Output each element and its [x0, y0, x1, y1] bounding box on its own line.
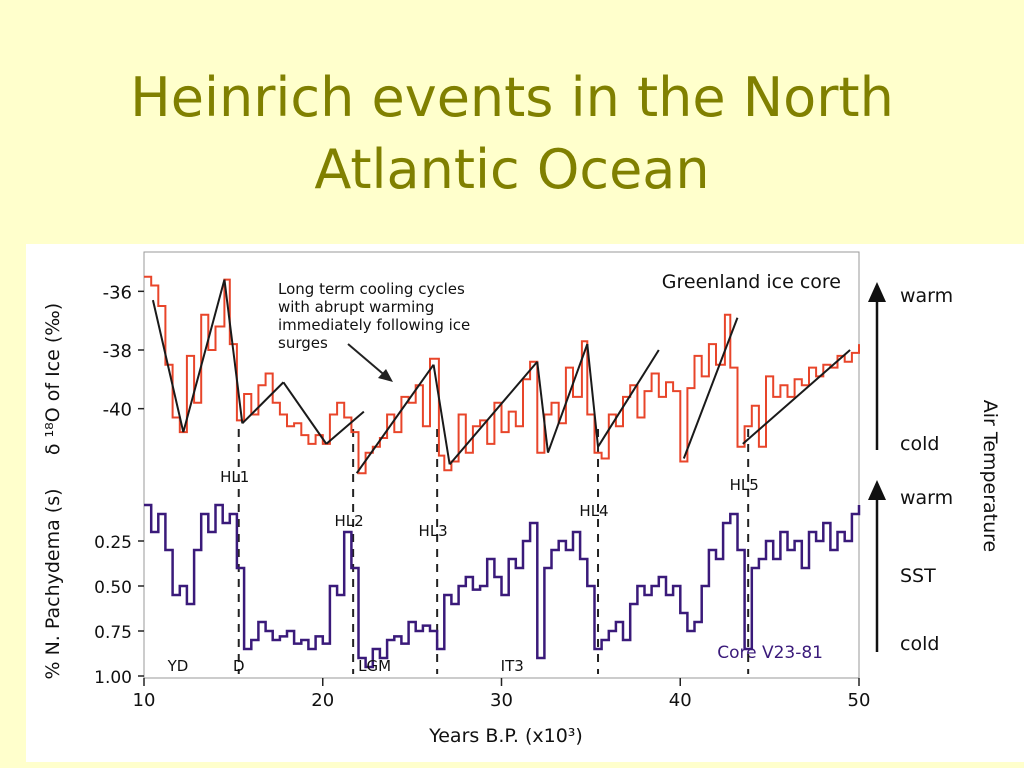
cycle-trend-line — [241, 381, 285, 425]
bottom-warm-label: warm — [900, 487, 953, 509]
cycle-trend-line — [448, 361, 539, 466]
event-label: HL5 — [730, 476, 759, 494]
top-y-tick-label: -40 — [103, 400, 132, 421]
slide-title-line-2: Atlantic Ocean — [314, 138, 710, 201]
cycle-trend-line — [597, 349, 660, 448]
event-label: HL4 — [579, 502, 608, 520]
bottom-period-label: IT3 — [501, 657, 524, 675]
annotation-arrow — [347, 343, 389, 379]
bottom-panel-name: Core V23-81 — [717, 643, 823, 663]
cycle-trend-line — [547, 343, 589, 454]
top-y-tick-label: -36 — [103, 282, 132, 303]
chart-svg: δ ¹⁸O of Ice (‰) % N. Pachydema (s) Year… — [42, 251, 1001, 747]
bottom-period-label: YD — [167, 657, 189, 675]
top-y-tick-label: -38 — [103, 341, 132, 362]
bottom-y-tick-label: 0.75 — [94, 623, 132, 643]
cycle-trend-line — [682, 317, 739, 459]
top-panel-ylabel: δ ¹⁸O of Ice (‰) — [42, 303, 64, 455]
axis-ticks: 10 20 30 40 50 -36 -38 -40 0.25 0.50 0.75 1.00 — [94, 282, 870, 711]
slide-title: Heinrich events in the North Atlantic Oc… — [0, 62, 1024, 206]
annotation-line-1: Long term cooling cycles — [278, 280, 465, 298]
cycle-trend-line — [742, 349, 851, 445]
bottom-y-tick-label: 1.00 — [94, 668, 132, 688]
top-cold-label: cold — [900, 433, 939, 455]
bottom-sst-label: SST — [900, 565, 936, 587]
bottom-cold-label: cold — [900, 633, 939, 655]
x-tick-label: 20 — [311, 690, 334, 711]
cycle-trend-line — [223, 279, 244, 424]
cycle-trend-line — [432, 364, 451, 465]
chart-figure: δ ¹⁸O of Ice (‰) % N. Pachydema (s) Year… — [26, 244, 1024, 762]
annotation-line-3: immediately following ice — [278, 316, 470, 334]
annotation-line-2: with abrupt warming — [278, 298, 434, 316]
right-axis-label: Air Temperature — [979, 400, 1001, 552]
bottom-y-tick-label: 0.50 — [94, 578, 132, 598]
event-label: HL3 — [419, 522, 448, 540]
cycle-trend-line — [151, 299, 185, 433]
air-temp-arrowhead — [868, 282, 886, 302]
cycle-trend-line — [182, 279, 226, 433]
bottom-period-label: D — [233, 657, 245, 675]
event-label: HL2 — [335, 512, 364, 530]
top-panel-name: Greenland ice core — [662, 271, 841, 293]
x-tick-label: 10 — [133, 690, 156, 711]
x-tick-label: 40 — [669, 690, 692, 711]
slide-title-line-1: Heinrich events in the North — [130, 66, 894, 129]
series-lines — [144, 275, 861, 669]
trend-lines — [151, 279, 851, 474]
bottom-period-label: LGM — [358, 657, 391, 675]
cycle-trend-line — [536, 361, 549, 453]
cycle-trend-line — [355, 364, 435, 474]
event-label: HL1 — [220, 468, 249, 486]
bottom-y-tick-label: 0.25 — [94, 533, 132, 553]
x-tick-label: 30 — [490, 690, 513, 711]
event-lines — [237, 429, 750, 674]
cycle-trend-line — [282, 381, 328, 445]
x-tick-label: 50 — [848, 690, 871, 711]
x-axis-label: Years B.P. (x10³) — [428, 725, 583, 747]
cycle-trend-line — [586, 344, 600, 447]
ice-core-series-line — [144, 275, 860, 475]
cycle-trend-line — [325, 410, 365, 445]
annotation-line-4: surges — [278, 334, 328, 352]
sst-series-line — [144, 503, 861, 669]
sst-arrowhead — [868, 480, 886, 500]
bottom-panel-ylabel: % N. Pachydema (s) — [42, 488, 64, 679]
top-warm-label: warm — [900, 285, 953, 307]
event-labels: HL1 HL2 HL3 HL4 HL5 YD D LGM IT3 — [167, 468, 759, 675]
annotation-arrowhead — [378, 369, 393, 382]
